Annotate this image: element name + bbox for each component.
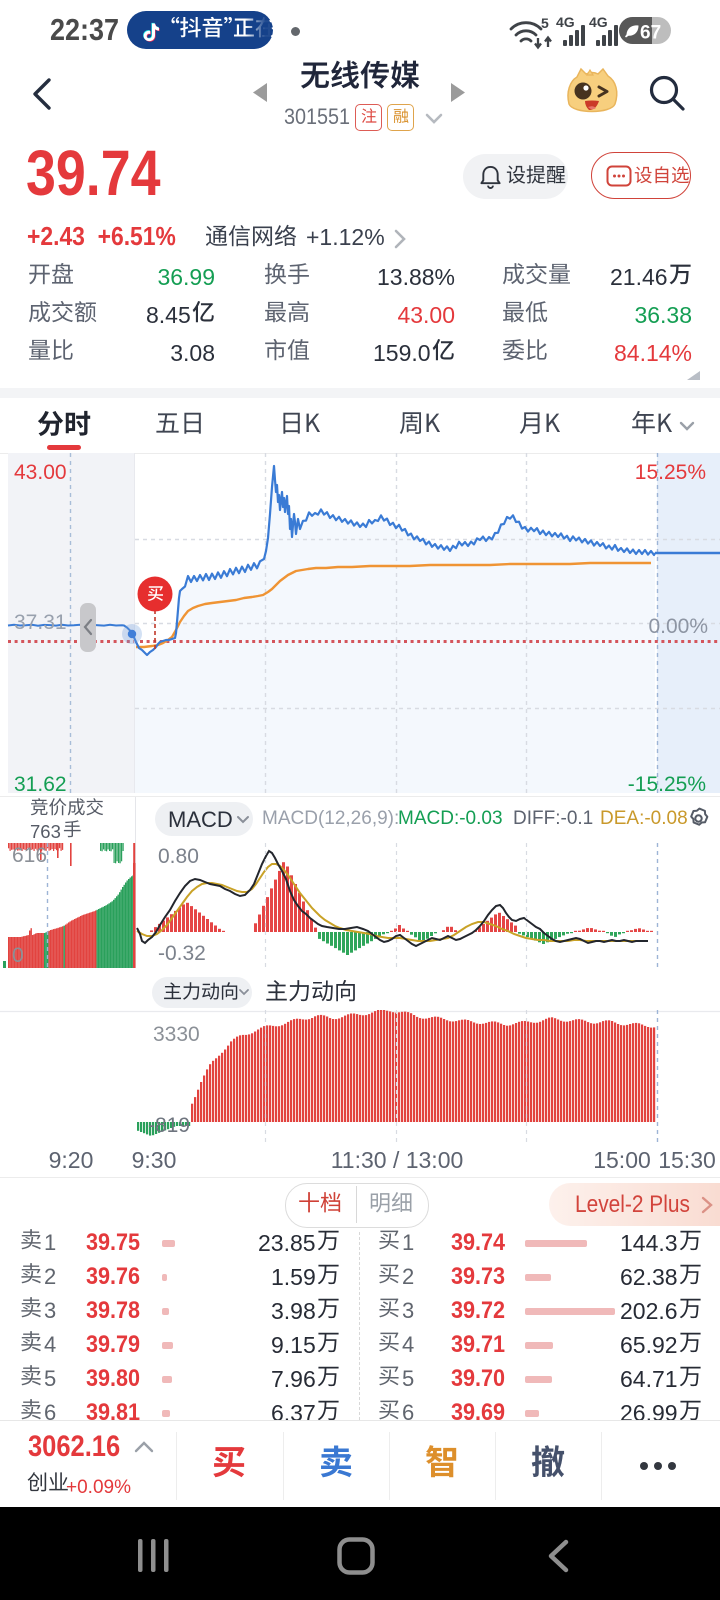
svg-text:4G: 4G bbox=[589, 14, 608, 30]
svg-text:67: 67 bbox=[640, 23, 661, 44]
svg-text:4G: 4G bbox=[556, 14, 575, 30]
svg-text:5: 5 bbox=[541, 16, 549, 31]
